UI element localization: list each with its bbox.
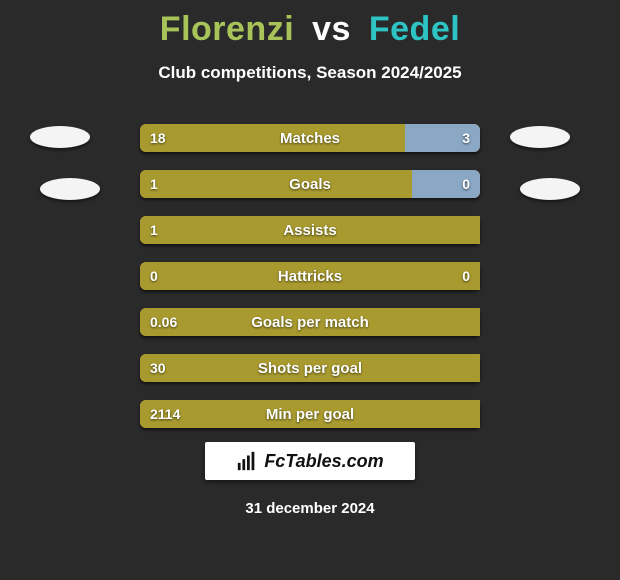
player2-name: Fedel: [369, 10, 460, 48]
stat-value-left: 2114: [150, 400, 180, 428]
stat-value-left: 30: [150, 354, 166, 382]
team-badge-3: [520, 178, 580, 200]
stat-value-left: 0: [150, 262, 158, 290]
title-vs: vs: [312, 10, 351, 48]
stat-value-left: 1: [150, 170, 158, 198]
stat-row: Goals1 0: [140, 170, 480, 198]
stat-value-right: 0: [462, 170, 470, 198]
stat-row: Assists1: [140, 216, 480, 244]
stat-label: Goals per match: [140, 308, 480, 336]
stat-label: Matches: [140, 124, 480, 152]
team-badge-0: [30, 126, 90, 148]
stat-row: Min per goal2114: [140, 400, 480, 428]
watermark: FcTables.com: [205, 442, 415, 480]
team-badge-2: [510, 126, 570, 148]
player1-name: Florenzi: [160, 10, 294, 48]
stat-value-left: 18: [150, 124, 166, 152]
stat-row: Matches18 3: [140, 124, 480, 152]
footer-date: 31 december 2024: [0, 500, 620, 517]
fctables-logo-icon: [236, 450, 258, 472]
stat-value-right: 0: [462, 262, 470, 290]
stat-row: Shots per goal30: [140, 354, 480, 382]
stat-row: Goals per match0.06: [140, 308, 480, 336]
subtitle: Club competitions, Season 2024/2025: [0, 63, 620, 83]
stat-label: Assists: [140, 216, 480, 244]
comparison-bars: Matches183Goals10Assists1Hattricks00Goal…: [140, 124, 480, 446]
stat-row: Hattricks0 0: [140, 262, 480, 290]
team-badge-1: [40, 178, 100, 200]
stat-label: Shots per goal: [140, 354, 480, 382]
comparison-title: Florenzi vs Fedel: [0, 0, 620, 49]
watermark-text: FcTables.com: [264, 451, 383, 472]
stat-label: Hattricks: [140, 262, 480, 290]
stat-value-left: 1: [150, 216, 158, 244]
stat-value-left: 0.06: [150, 308, 177, 336]
stat-label: Min per goal: [140, 400, 480, 428]
stat-value-right: 3: [462, 124, 470, 152]
stat-label: Goals: [140, 170, 480, 198]
